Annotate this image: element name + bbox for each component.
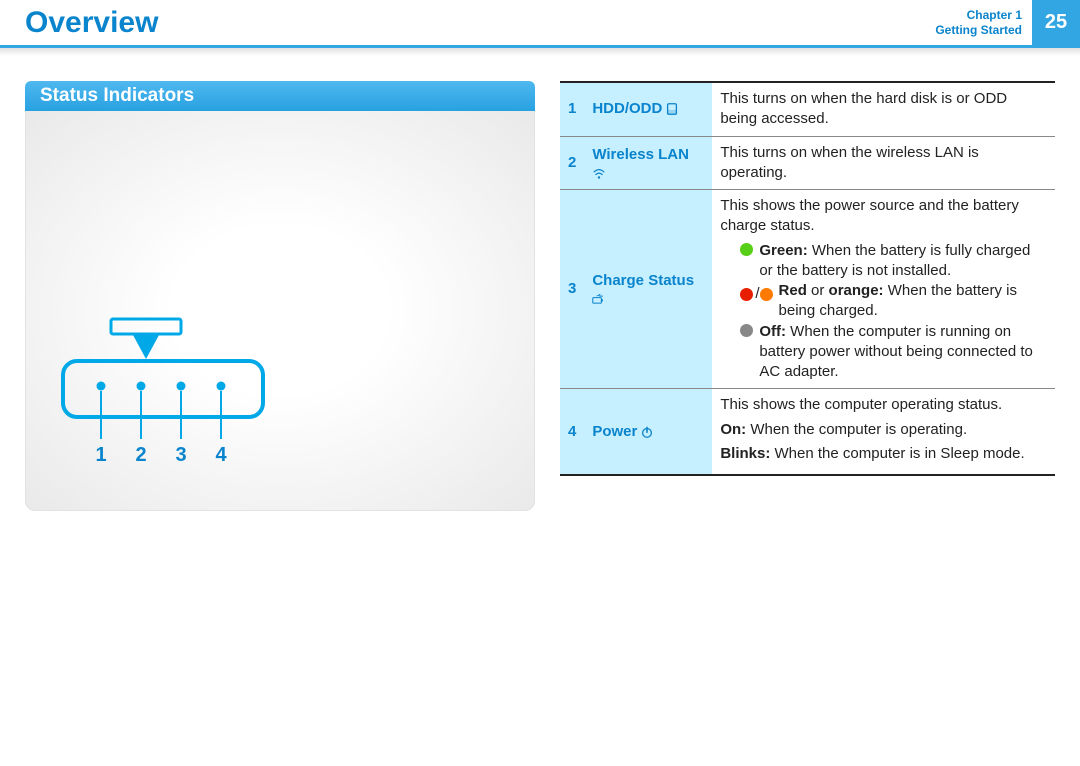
bullet-bold: Off: <box>759 323 786 340</box>
row-num: 4 <box>560 389 584 475</box>
bullet-bold: Red <box>779 282 807 299</box>
diagram-label-3: 3 <box>175 444 186 466</box>
row-label: Power <box>584 389 712 475</box>
hdd-icon <box>665 102 679 116</box>
row-label-text: HDD/ODD <box>592 99 662 119</box>
diagram-label-2: 2 <box>135 444 146 466</box>
right-column: 1 HDD/ODD This turns on when the hard di… <box>560 81 1055 511</box>
bullet-mid: or <box>807 282 829 299</box>
charge-bullet-off: Off: When the computer is running on bat… <box>720 322 1047 383</box>
red-orange-dot-icon: / <box>740 284 774 304</box>
left-column: Status Indicators 1 2 <box>25 81 535 511</box>
table-row: 1 HDD/ODD This turns on when the hard di… <box>560 82 1055 136</box>
row-num: 2 <box>560 136 584 190</box>
power-line-on: On: When the computer is operating. <box>720 420 1047 440</box>
table-row: 2 Wireless LAN This turns on when the wi… <box>560 136 1055 190</box>
content: Status Indicators 1 2 <box>0 48 1080 511</box>
row-label-text: Power <box>592 422 637 442</box>
bullet-bold2: orange: <box>829 282 884 299</box>
chapter-line2: Getting Started <box>935 23 1022 37</box>
charge-icon <box>592 293 606 307</box>
row-desc: This shows the power source and the batt… <box>712 190 1055 389</box>
row-desc: This turns on when the wireless LAN is o… <box>712 136 1055 190</box>
power-icon <box>640 425 654 439</box>
row-label: Charge Status <box>584 190 712 389</box>
table-row: 3 Charge Status This shows the power sou… <box>560 190 1055 389</box>
bullet-bold: Green: <box>759 242 807 259</box>
charge-bullet-green: Green: When the battery is fully charged… <box>720 241 1047 282</box>
indicator-panel-svg: 1 2 3 4 <box>61 311 311 491</box>
charge-bullet-red-orange: / Red or orange: When the battery is bei… <box>720 281 1047 322</box>
row-desc: This shows the computer operating status… <box>712 389 1055 475</box>
diagram-label-4: 4 <box>215 444 227 466</box>
line-text: When the computer is in Sleep mode. <box>770 445 1024 462</box>
row-num: 1 <box>560 82 584 136</box>
line-text: When the computer is operating. <box>746 421 967 438</box>
chapter-line1: Chapter 1 <box>967 8 1022 22</box>
chapter-info: Chapter 1 Getting Started <box>935 0 1032 45</box>
subsection-title: Status Indicators <box>25 81 535 111</box>
charge-intro: This shows the power source and the batt… <box>720 196 1047 237</box>
diagram-label-1: 1 <box>95 444 106 466</box>
power-intro: This shows the computer operating status… <box>720 395 1047 415</box>
wifi-icon <box>592 167 606 181</box>
row-label-text: Charge Status <box>592 271 704 291</box>
power-line-blinks: Blinks: When the computer is in Sleep mo… <box>720 444 1047 464</box>
line-bold: Blinks: <box>720 445 770 462</box>
line-bold: On: <box>720 421 746 438</box>
row-label: HDD/ODD <box>584 82 712 136</box>
row-num: 3 <box>560 190 584 389</box>
header-meta: Chapter 1 Getting Started 25 <box>935 0 1080 45</box>
page-header: Overview Chapter 1 Getting Started 25 <box>0 0 1080 48</box>
green-dot-icon <box>740 243 753 256</box>
row-desc: This turns on when the hard disk is or O… <box>712 82 1055 136</box>
status-indicator-diagram: 1 2 3 4 <box>25 111 535 511</box>
off-dot-icon <box>740 324 753 337</box>
row-label-text: Wireless LAN <box>592 145 704 165</box>
table-row: 4 Power This shows the computer operatin… <box>560 389 1055 475</box>
page-number: 25 <box>1032 0 1080 45</box>
page-title: Overview <box>25 6 158 40</box>
row-label: Wireless LAN <box>584 136 712 190</box>
indicator-table: 1 HDD/ODD This turns on when the hard di… <box>560 81 1055 476</box>
bullet-text: When the computer is running on battery … <box>759 323 1033 381</box>
